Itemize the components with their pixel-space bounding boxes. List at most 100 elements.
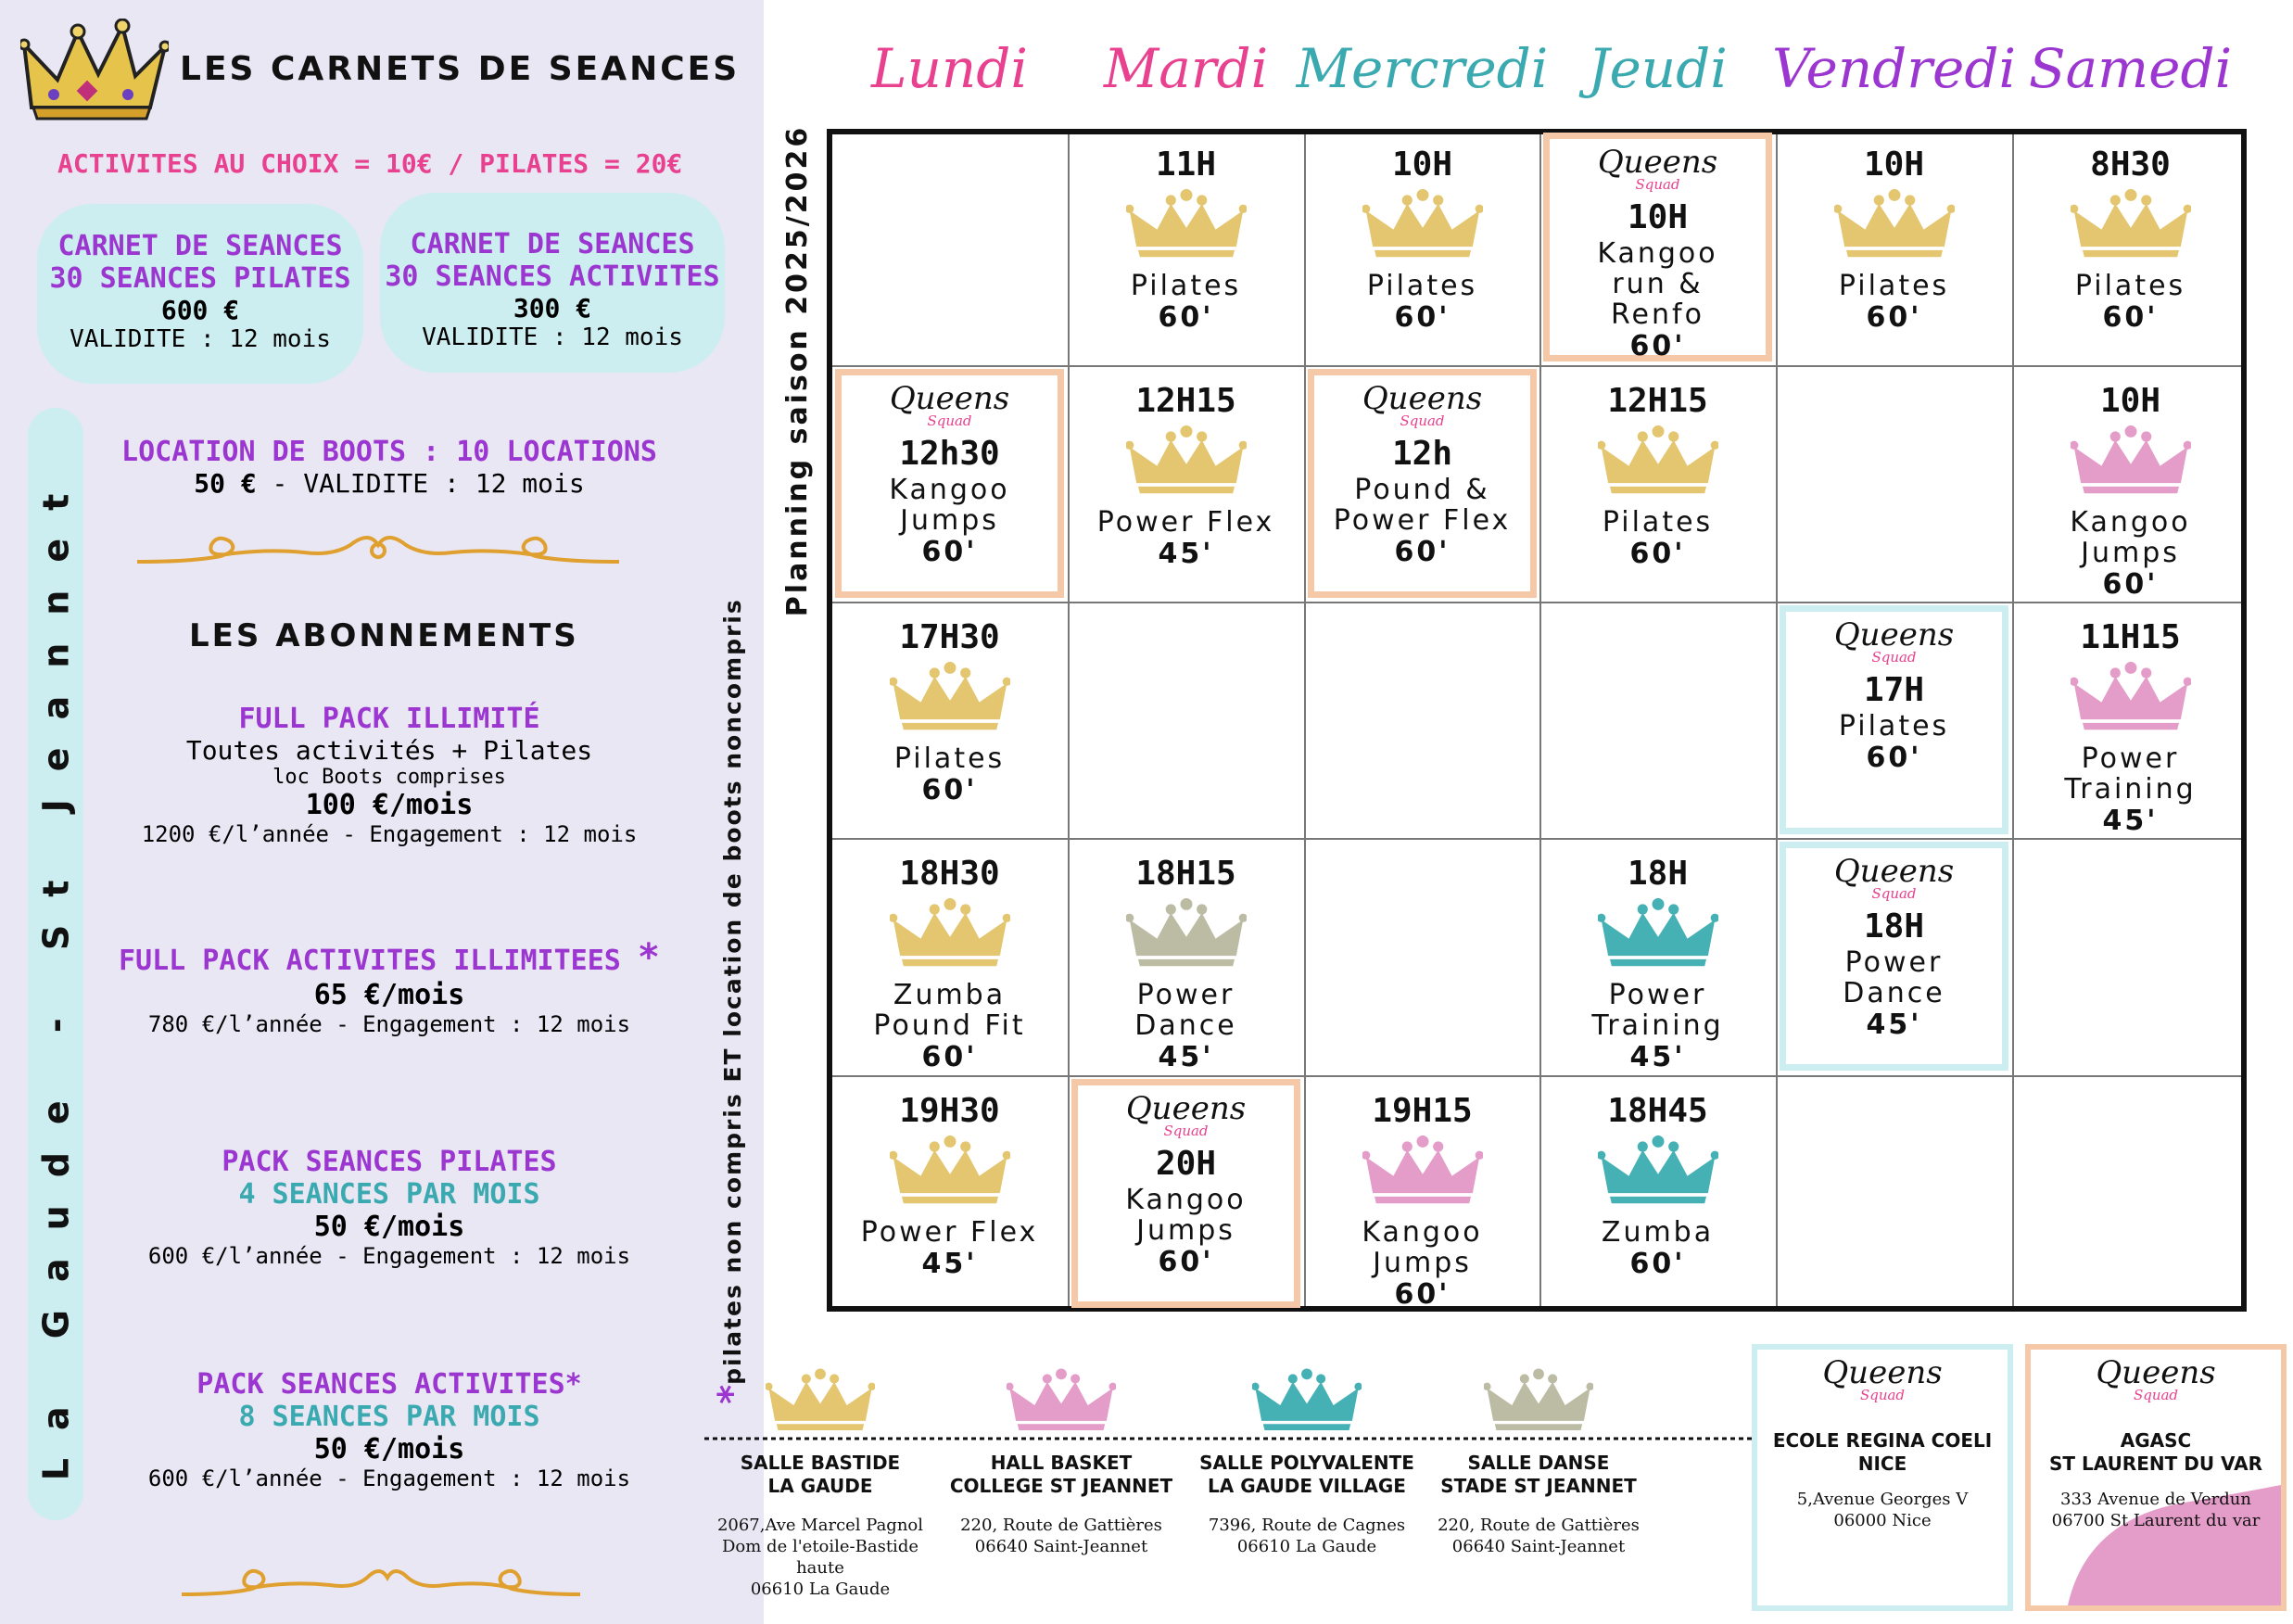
full-pack-title: FULL PACK ILLIMITÉ (238, 703, 540, 735)
planning-label: Planning saison 2025/2026 (780, 124, 814, 617)
full-pack-price: 100 €/mois (305, 789, 474, 821)
session-activity: Pilates (1838, 710, 1950, 742)
logo-main-text: Queens (1362, 380, 1483, 417)
schedule-cell: 18H15 Power Dance 45' (1071, 842, 1300, 1073)
session-duration: 60' (1394, 301, 1451, 334)
crown-icon (1832, 188, 1956, 258)
session-activity: Pilates (1602, 506, 1714, 539)
boots-price: 50 € (194, 468, 257, 499)
full-activites-star: * (637, 936, 660, 979)
queens-squad-logo: Queens Squad (842, 380, 1058, 435)
venue-name: HALL BASKET COLLEGE ST JEANNET (949, 1452, 1173, 1497)
session-duration: 45' (1629, 1041, 1686, 1073)
pack-activites-sub: 8 SEANCES PAR MOIS (238, 1401, 540, 1433)
pack-activites-block: PACK SEANCES ACTIVITES* 8 SEANCES PAR MO… (93, 1368, 686, 1491)
full-pack-l2: loc Boots comprises (272, 766, 506, 789)
session-duration: 60' (921, 774, 978, 806)
venue-name: SALLE POLYVALENTE LA GAUDE VILLAGE (1199, 1452, 1414, 1497)
crown-icon (1596, 1135, 1719, 1204)
carnet-activites-card (380, 193, 725, 373)
grid-col-line (2012, 134, 2014, 1306)
session-time: 10H (1863, 146, 1925, 184)
crown-icon (2069, 425, 2192, 494)
venue-address: 5,Avenue Georges V 06000 Nice (1796, 1490, 1969, 1530)
session-activity: Power Training (1591, 979, 1724, 1042)
queens-squad-logo: Queens Squad (2031, 1357, 2281, 1409)
pack-activites-title: PACK SEANCES ACTIVITES* (196, 1368, 582, 1401)
boots-validity: - VALIDITE : 12 mois (256, 468, 585, 499)
session-activity: Power Dance (1134, 979, 1237, 1042)
ornament-divider-top (137, 536, 619, 564)
decorative-blob (2068, 1485, 2281, 1605)
session-duration: 60' (1866, 742, 1922, 774)
session-duration: 60' (1629, 330, 1686, 362)
crown-icon (1596, 897, 1719, 967)
carnet-activites-l2: 30 SEANCES ACTIVITES (385, 260, 720, 293)
grid-row-line (832, 365, 2241, 367)
venue-card: SALLE DANSE STADE ST JEANNET 220, Route d… (1427, 1368, 1650, 1557)
grid-col-line (1776, 134, 1778, 1306)
session-duration: 60' (1866, 301, 1922, 334)
logo-main-text: Queens (1833, 616, 1955, 653)
venue-card: HALL BASKET COLLEGE ST JEANNET 220, Route… (945, 1368, 1177, 1557)
schedule-cell: 11H Pilates 60' (1071, 133, 1300, 362)
crown-icon (1596, 425, 1719, 494)
session-activity: Pound & Power Flex (1333, 474, 1512, 537)
full-activites-price: 65 €/mois (313, 979, 465, 1011)
day-header-vendredi: Vendredi (1771, 37, 2017, 100)
schedule-cell: 19H15 Kangoo Jumps 60' (1308, 1079, 1537, 1311)
session-activity: Pilates (893, 742, 1006, 775)
grid-row-line (832, 838, 2241, 840)
schedule-cell: 18H30 Zumba Pound Fit 60' (835, 842, 1064, 1073)
day-header-mercredi: Mercredi (1296, 37, 1549, 100)
crown-icon (2069, 188, 2192, 258)
full-activites-title: FULL PACK ACTIVITES ILLIMITEES (118, 945, 621, 977)
session-activity: Kangoo Jumps (889, 474, 1010, 537)
session-time: 19H30 (899, 1092, 1000, 1130)
session-activity: Kangoo run & Renfo (1597, 237, 1718, 331)
queens-squad-logo: Queens Squad (1786, 616, 2002, 671)
day-header-lundi: Lundi (871, 37, 1028, 100)
grid-col-line (1068, 134, 1070, 1306)
carnet-activites-price: 300 € (513, 293, 592, 324)
pack-pilates-block: PACK SEANCES PILATES 4 SEANCES PAR MOIS … (93, 1146, 686, 1269)
full-pack-l1: Toutes activités + Pilates (185, 735, 593, 766)
boots-block: LOCATION DE BOOTS : 10 LOCATIONS 50 € - … (93, 436, 686, 499)
schedule-cell: Queens Squad 10H Kangoo run & Renfo 60' (1543, 133, 1772, 362)
crown-icon (1124, 188, 1248, 258)
session-time: 12H15 (1607, 382, 1708, 420)
venue-address: 7396, Route de Cagnes 06610 La Gaude (1208, 1516, 1406, 1556)
crown-icon (1124, 425, 1248, 494)
price-line: ACTIVITES AU CHOIX = 10€ / PILATES = 20€ (57, 148, 683, 179)
session-activity: Power Dance (1843, 946, 1945, 1009)
session-time: 12h30 (899, 435, 1000, 473)
logo-main-text: Queens (1125, 1090, 1247, 1127)
session-duration: 60' (1394, 536, 1451, 568)
session-duration: 60' (1158, 301, 1214, 334)
session-time: 19H15 (1372, 1092, 1473, 1130)
abonnements-title: LES ABONNEMENTS (189, 617, 579, 654)
session-activity: Kangoo Jumps (1125, 1184, 1247, 1247)
crown-icon (888, 897, 1011, 967)
crown-icon (1483, 1368, 1594, 1431)
crown-icon (765, 1368, 876, 1431)
logo-sub-text: Squad (1400, 412, 1445, 429)
carnet-activites-l1: CARNET DE SEANCES (410, 228, 695, 260)
session-activity: Kangoo Jumps (1362, 1216, 1483, 1279)
planning-label-wrap: Planning saison 2025/2026 (779, 93, 816, 649)
venue-name: ECOLE REGINA COELI NICE (1772, 1429, 1993, 1475)
session-activity: Pilates (1130, 270, 1242, 302)
session-time: 18H30 (899, 855, 1000, 893)
venue-name: SALLE BASTIDE LA GAUDE (740, 1452, 901, 1497)
session-activity: Zumba (1601, 1216, 1715, 1249)
session-duration: 45' (1866, 1009, 1922, 1041)
full-pack-year: 1200 €/l’année - Engagement : 12 mois (141, 821, 638, 847)
schedule-cell: 17H30 Pilates 60' (835, 605, 1064, 834)
logo-sub-text: Squad (1163, 1123, 1209, 1139)
day-header-samedi: Samedi (2028, 37, 2233, 100)
session-activity: Pilates (1838, 270, 1950, 302)
logo-main-text: Queens (889, 380, 1010, 417)
session-duration: 60' (1629, 1248, 1686, 1280)
schedule-cell: Queens Squad 12h Pound & Power Flex 60' (1308, 369, 1537, 598)
session-activity: Pilates (1366, 270, 1478, 302)
